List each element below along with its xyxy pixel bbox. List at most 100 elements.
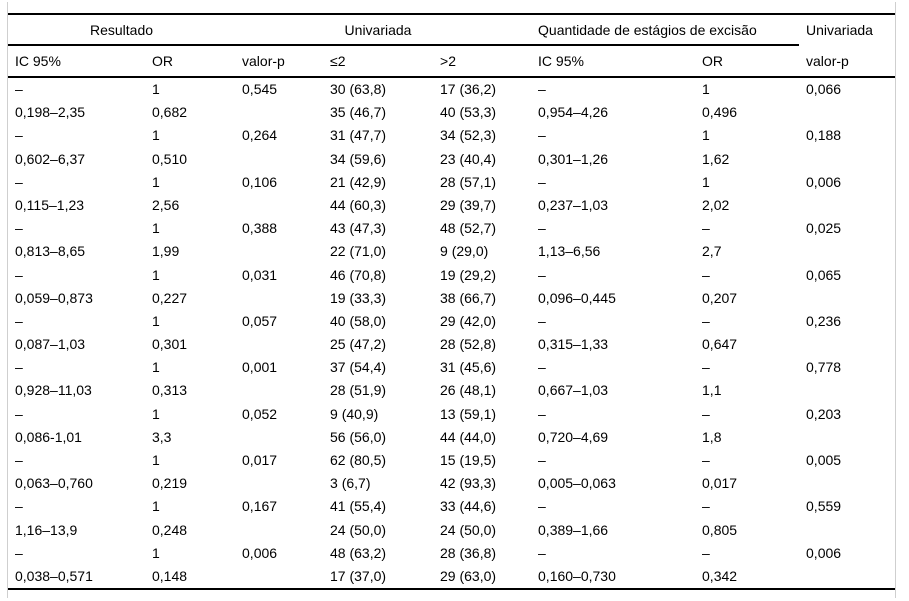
table-cell: – <box>702 359 710 376</box>
table-row: 0,038–0,571 0,148 17 (37,0) 29 (63,0) 0,160–… <box>8 565 895 589</box>
table-cell: 42 (93,3) <box>440 475 497 492</box>
table-cell: 1 <box>152 220 160 237</box>
table-cell: – <box>15 359 23 376</box>
table-cell: 0,227 <box>152 289 188 306</box>
table-cell <box>799 519 895 542</box>
table-cell: 41 (55,4) <box>330 498 387 515</box>
table-row: 0,087–1,03 0,301 25 (47,2) 28 (52,8) 0,315–1… <box>8 333 895 356</box>
table-cell: – <box>702 498 710 515</box>
table-row: – 1 0,052 9 (40,9) 13 (59,1) – – 0,203 <box>8 403 895 426</box>
table-cell: – <box>15 173 23 190</box>
table-cell <box>235 379 323 402</box>
table-cell: 0,203 <box>806 405 842 422</box>
table-cell: 21 (42,9) <box>330 173 387 190</box>
table-row: 0,813–8,65 1,99 22 (71,0) 9 (29,0) 1,13–6,56… <box>8 240 895 263</box>
table-cell: 0,017 <box>242 452 278 468</box>
column-header-le2: ≤2 <box>323 45 434 78</box>
table-cell: 13 (59,1) <box>440 405 497 422</box>
table-cell: – <box>15 452 23 468</box>
table-cell: 0,219 <box>152 475 188 492</box>
table-cell: 0,389–1,66 <box>538 521 609 538</box>
table-cell: 0,342 <box>702 567 738 584</box>
table-cell: 62 (80,5) <box>330 452 387 468</box>
table-cell: 0,005 <box>806 452 842 468</box>
table-row: – 1 0,057 40 (58,0) 29 (42,0) – – 0,236 <box>8 310 895 333</box>
table-cell: – <box>538 544 546 561</box>
table-cell: 0,106 <box>242 173 278 190</box>
table-cell: – <box>15 266 23 283</box>
table-cell: 2,7 <box>702 243 722 260</box>
table-cell: – <box>702 544 710 561</box>
table-cell: 0,066 <box>806 81 842 97</box>
table-cell: 28 (51,9) <box>330 382 387 399</box>
table-cell: 1 <box>152 359 160 376</box>
table-cell: 0,006 <box>806 544 842 561</box>
table-cell: 24 (50,0) <box>440 521 497 538</box>
table-cell: 1 <box>152 405 160 422</box>
table-cell: – <box>538 173 546 190</box>
table-cell: 1,99 <box>152 243 180 260</box>
table-row: – 1 0,031 46 (70,8) 19 (29,2) – – 0,065 <box>8 264 895 287</box>
table-cell: 9 (40,9) <box>330 405 379 422</box>
table-cell: 3,3 <box>152 428 172 445</box>
table-cell: 19 (33,3) <box>330 289 387 306</box>
table-cell <box>235 472 323 495</box>
table-cell: 1,13–6,56 <box>538 243 601 260</box>
table-cell: 1 <box>702 127 710 144</box>
group-header-row: Resultado Univariada Quantidade de estág… <box>8 14 895 46</box>
table-row: – 1 0,264 31 (47,7) 34 (52,3) – 1 0,188 <box>8 124 895 147</box>
table-cell: 1,16–13,9 <box>15 521 78 538</box>
table-cell <box>799 333 895 356</box>
table-cell: 0,148 <box>152 567 188 584</box>
table-cell: 1 <box>152 81 160 97</box>
table-cell: 56 (56,0) <box>330 428 387 445</box>
table-cell: 0,059–0,873 <box>15 289 93 306</box>
table-cell: 1 <box>152 312 160 329</box>
table-row: 0,198–2,35 0,682 35 (46,7) 40 (53,3) 0,954–4… <box>8 101 895 124</box>
table-cell: 28 (57,1) <box>440 173 497 190</box>
group-header-spacer <box>433 14 532 46</box>
table-cell: 34 (59,6) <box>330 150 387 167</box>
table-cell <box>235 240 323 263</box>
table-cell: 1 <box>702 173 710 190</box>
table-row: – 1 0,001 37 (54,4) 31 (45,6) – – 0,778 <box>8 356 895 379</box>
table-cell: 1,1 <box>702 382 722 399</box>
table-cell: 1,8 <box>702 428 722 445</box>
table-cell: – <box>15 312 23 329</box>
table-cell <box>235 426 323 449</box>
table-cell: 0,778 <box>806 359 842 376</box>
table-cell: 0,006 <box>806 173 842 190</box>
table-cell <box>235 565 323 589</box>
table-cell: 0,115–1,23 <box>15 196 85 213</box>
table-row: – 1 0,167 41 (55,4) 33 (44,6) – – 0,559 <box>8 495 895 518</box>
table-cell: 29 (39,7) <box>440 196 497 213</box>
table-cell <box>799 287 895 310</box>
table-cell: – <box>538 127 546 144</box>
table-cell: 17 (36,2) <box>440 81 497 97</box>
table-cell: 28 (36,8) <box>440 544 497 561</box>
table-cell: – <box>15 81 23 97</box>
table-cell: 0,188 <box>806 127 842 144</box>
column-header-valorp-right: valor-p <box>799 45 896 78</box>
table-cell: 29 (63,0) <box>440 567 497 584</box>
table-cell: 0,065 <box>806 266 842 283</box>
table-cell: – <box>538 81 546 97</box>
table-cell: 0,315–1,33 <box>538 336 609 353</box>
table-cell: – <box>538 498 546 515</box>
table-row: 0,928–11,03 0,313 28 (51,9) 26 (48,1) 0,667–… <box>8 379 895 402</box>
table-cell: 0,264 <box>242 127 278 144</box>
table-cell <box>235 101 323 124</box>
table-cell: 0,236 <box>806 312 842 329</box>
table-cell: 0,057 <box>242 312 278 329</box>
group-header-quantidade-estagios: Quantidade de estágios de excisão <box>531 14 800 46</box>
table-cell <box>235 519 323 542</box>
table-cell: 22 (71,0) <box>330 243 387 260</box>
table-cell: 35 (46,7) <box>330 104 387 121</box>
table-cell: 0,667–1,03 <box>538 382 609 399</box>
table-cell: 0,160–0,730 <box>538 567 616 584</box>
table-row: 0,063–0,760 0,219 3 (6,7) 42 (93,3) 0,005–0,… <box>8 472 895 495</box>
column-header-or-right: OR <box>695 45 800 78</box>
column-header-valorp-left: valor-p <box>235 45 324 78</box>
column-header-gt2: >2 <box>433 45 532 78</box>
table-cell: 25 (47,2) <box>330 336 387 353</box>
